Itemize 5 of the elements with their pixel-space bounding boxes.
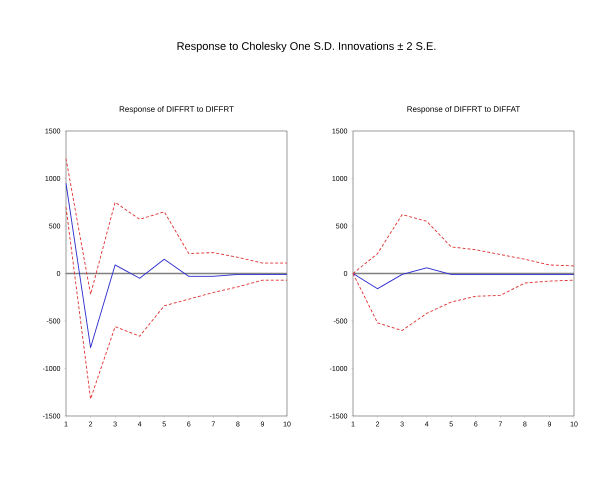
line-series <box>66 206 288 400</box>
chart-title: Response of DIFFRT to DIFFRT <box>120 106 234 114</box>
chart-title: Response of DIFFRT to DIFFAT <box>407 106 520 114</box>
text: Response to Cholesky One S.D. Innovations ± 2 S.E. <box>178 42 436 52</box>
line-series <box>66 158 288 295</box>
